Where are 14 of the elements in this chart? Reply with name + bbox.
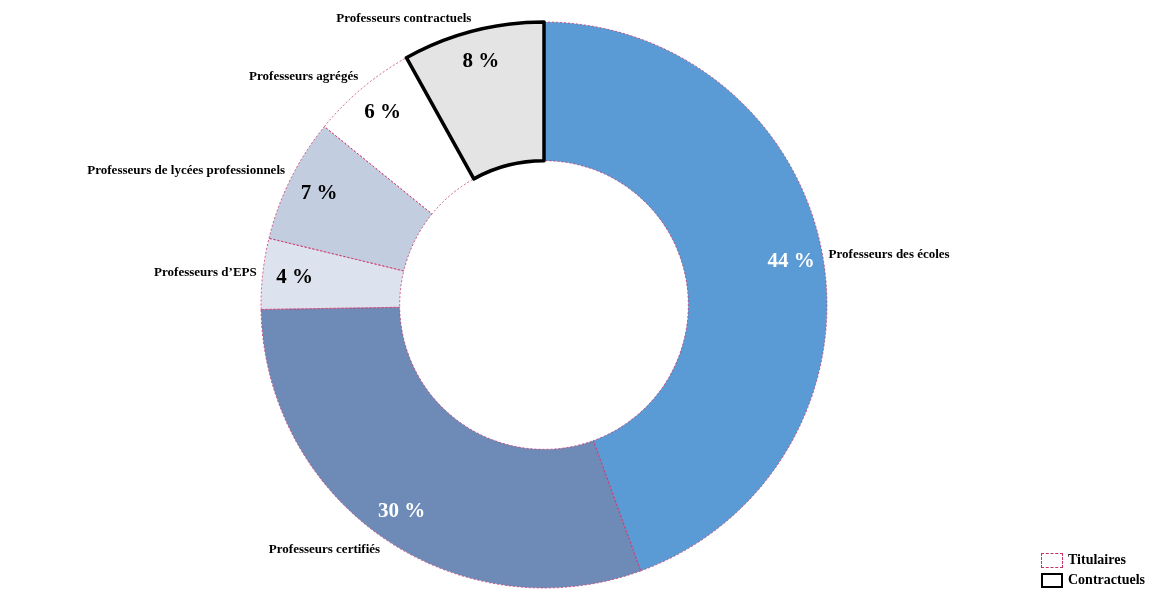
slice-label: Professeurs d’EPS — [154, 264, 257, 280]
data-label: 44 % — [767, 247, 815, 272]
text: Contractuels — [1068, 572, 1145, 588]
slice-label: Professeurs certifiés — [268, 540, 381, 556]
data-label: 7 % — [300, 179, 338, 204]
data-label: 6 % — [364, 99, 402, 124]
text: Titulaires — [1068, 552, 1126, 568]
slice-label: Professeurs de lycées professionnels — [87, 161, 286, 177]
data-label: 4 % — [276, 263, 313, 288]
slice-label: Professeurs agrégés — [249, 68, 359, 84]
data-label: 30 % — [378, 498, 426, 523]
data-label: 8 % — [462, 48, 500, 73]
slice-label: Professeurs des écoles — [828, 246, 950, 262]
slice-label: Professeurs contractuels — [336, 10, 472, 26]
